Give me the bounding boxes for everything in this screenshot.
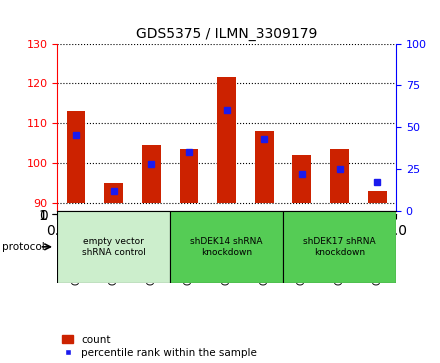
Text: protocol: protocol (2, 242, 45, 252)
Bar (66, 111, 85, 203)
Title: GDS5375 / ILMN_3309179: GDS5375 / ILMN_3309179 (136, 27, 317, 41)
Bar (217, 77, 236, 203)
Bar (330, 149, 349, 203)
FancyBboxPatch shape (57, 211, 170, 283)
Bar (368, 191, 387, 203)
Text: empty vector
shRNA control: empty vector shRNA control (82, 237, 146, 257)
Bar (180, 149, 198, 203)
FancyBboxPatch shape (170, 211, 283, 283)
Legend: count, percentile rank within the sample: count, percentile rank within the sample (62, 335, 257, 358)
Text: shDEK17 shRNA
knockdown: shDEK17 shRNA knockdown (303, 237, 376, 257)
Bar (255, 131, 274, 203)
Bar (293, 155, 312, 203)
Bar (142, 145, 161, 203)
Text: shDEK14 shRNA
knockdown: shDEK14 shRNA knockdown (191, 237, 263, 257)
FancyBboxPatch shape (283, 211, 396, 283)
Bar (104, 183, 123, 203)
